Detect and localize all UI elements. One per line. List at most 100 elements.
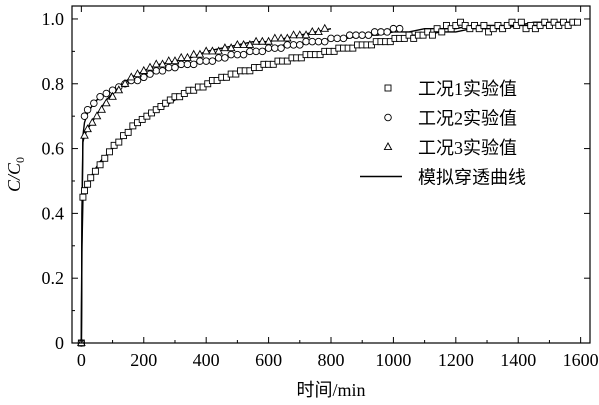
series-1-point: [105, 148, 113, 156]
series-2-point: [252, 47, 260, 56]
y-tick-label: 0: [55, 333, 64, 353]
series-2-point: [352, 31, 360, 39]
series-1-point: [81, 187, 88, 195]
series-2-point: [289, 41, 298, 49]
axes-layer: 0 200 400 600 800 1000 1200 1400 1600 0 0.2 0.4 0.6 0…: [42, 5, 599, 370]
series-3-point: [226, 43, 236, 52]
series-2-point: [308, 37, 317, 46]
series-2-point: [171, 63, 179, 72]
y-axis-title: C/C0: [4, 157, 27, 192]
series-3-point: [220, 43, 230, 52]
series-2-point: [358, 31, 366, 39]
series-3-point: [97, 104, 107, 113]
series-3-point: [282, 33, 292, 42]
series-3-point: [139, 65, 149, 74]
series-2-point: [189, 60, 198, 69]
series-3-point: [233, 39, 242, 48]
series-3-point: [201, 46, 211, 55]
series-3-point: [270, 33, 280, 42]
series-3-point: [114, 85, 124, 94]
series-1-point: [517, 18, 525, 26]
x-tick-label: 1400: [500, 350, 536, 370]
series-3-point: [189, 49, 199, 58]
series-1-point: [438, 28, 446, 36]
y-axis-title-main: C/C: [4, 162, 24, 192]
simulated-curve-3: [80, 27, 332, 344]
series-2-point: [283, 41, 292, 49]
series-1-point: [428, 31, 436, 39]
series-2-point: [227, 50, 235, 59]
series-3-point: [264, 36, 273, 45]
series-3-point: [92, 111, 102, 120]
series-2-point: [102, 89, 111, 98]
series-2-point: [345, 31, 354, 39]
series-2-point: [146, 70, 154, 78]
series-3-point: [183, 52, 192, 61]
series-2-point: [264, 44, 273, 52]
series-2-point: [83, 105, 92, 114]
series-2-point: [164, 63, 173, 72]
series-2-point: [158, 67, 167, 75]
series-1-point: [96, 161, 104, 169]
x-tick-label: 600: [255, 350, 282, 370]
series-2-point: [96, 92, 104, 101]
series-1-point: [79, 193, 87, 201]
series-3-point: [314, 26, 323, 35]
series-3-point: [257, 36, 267, 45]
y-axis-title-sub: 0: [13, 157, 27, 163]
series-2-point: [271, 44, 279, 52]
x-tick-label: 1600: [563, 350, 599, 370]
legend-label-3: 工况3实验值: [418, 138, 517, 158]
series-1-point: [101, 154, 109, 162]
series-2-point: [196, 57, 204, 65]
series-3-points: [77, 23, 330, 347]
series-2-points: [77, 24, 404, 347]
legend-label-4: 模拟穿透曲线: [418, 168, 526, 188]
series-2-point: [389, 24, 398, 33]
series-2-point: [327, 34, 335, 43]
series-2-point: [246, 47, 254, 56]
legend-circle-symbol: [384, 113, 392, 122]
series-3-point: [145, 62, 155, 71]
series-3-point: [295, 30, 305, 39]
series-2-point: [333, 34, 341, 43]
x-tick-label: 0: [77, 350, 86, 370]
series-2-point: [183, 60, 192, 69]
series-2-point: [395, 24, 404, 33]
x-tick-label: 400: [193, 350, 220, 370]
y-tick-label: 0.4: [42, 203, 65, 223]
x-tick-label: 1200: [438, 350, 474, 370]
series-2-point: [202, 57, 210, 65]
series-2-point: [296, 41, 304, 49]
series-3-point: [101, 98, 111, 107]
series-1-point: [115, 138, 123, 146]
legend-label-2: 工况2实验值: [418, 109, 517, 129]
series-3-point: [80, 130, 89, 139]
series-2-point: [258, 47, 267, 56]
series-2-point: [277, 44, 285, 52]
series-3-point: [151, 59, 161, 68]
series-3-point: [276, 33, 286, 42]
series-2-point: [239, 50, 248, 59]
legend-triangle-symbol: [383, 142, 393, 151]
series-2-point: [302, 37, 310, 46]
series-2-point: [339, 34, 348, 43]
series-2-point: [152, 67, 161, 75]
series-3-point: [245, 39, 255, 48]
series-3-point: [208, 46, 217, 55]
series-3-point: [176, 52, 186, 61]
series-2-point: [177, 60, 185, 69]
series-1-point: [91, 167, 99, 175]
series-3-point: [307, 26, 317, 35]
series-layer: [77, 18, 581, 347]
x-tick-label: 1000: [375, 350, 411, 370]
x-axis-title: 时间/min: [296, 380, 365, 400]
series-2-point: [314, 37, 323, 46]
series-1-points: [77, 18, 581, 347]
series-2-point: [208, 57, 217, 65]
y-tick-label: 0.8: [42, 74, 65, 94]
series-2-point: [214, 54, 223, 62]
series-2-point: [233, 50, 242, 59]
